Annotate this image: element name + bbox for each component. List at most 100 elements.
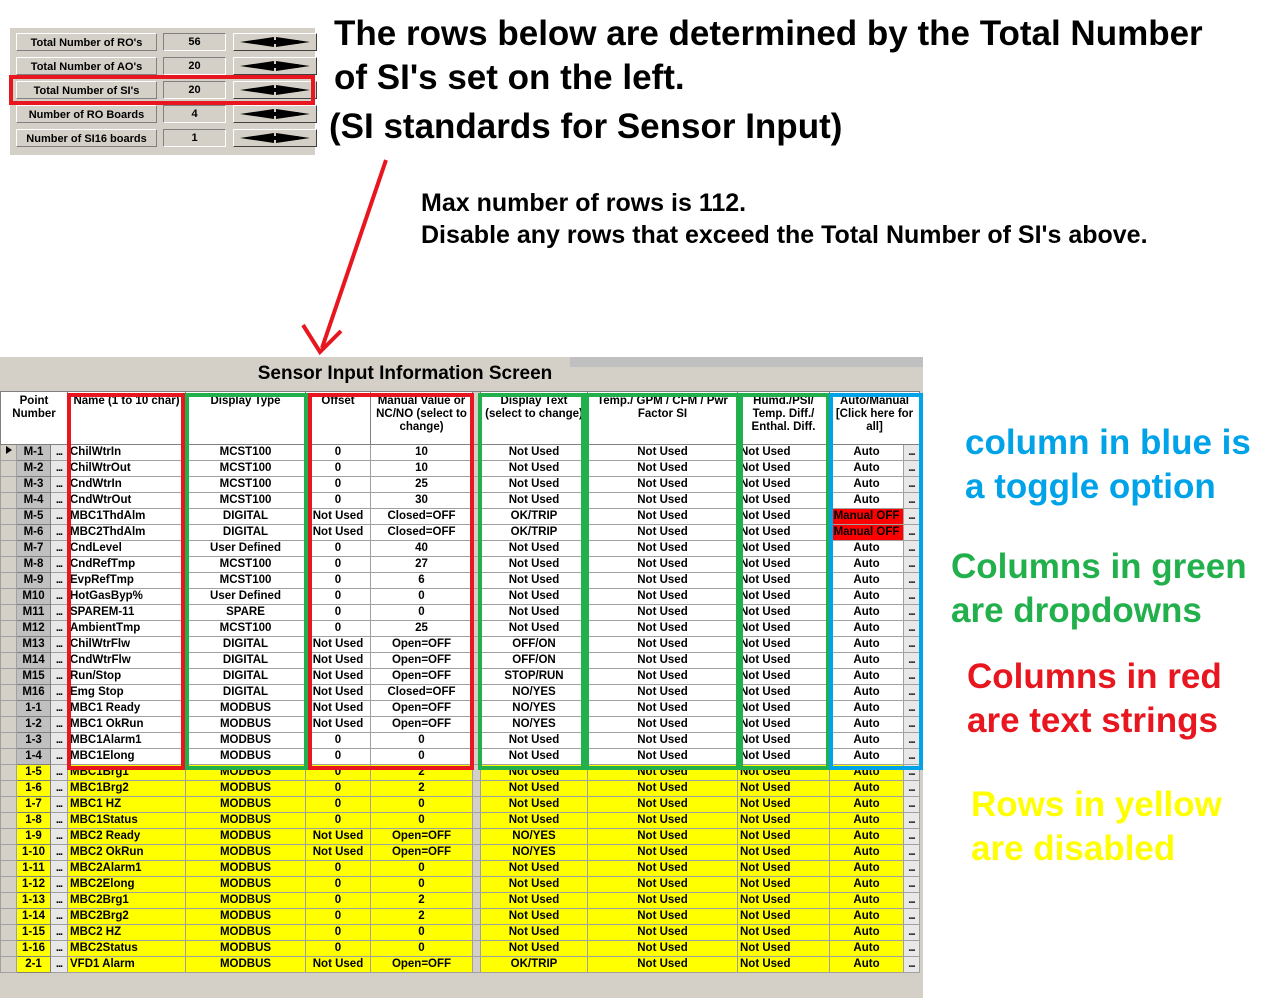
cell-display-text[interactable]: Not Used bbox=[480, 764, 588, 781]
cell-auto-manual[interactable]: Auto bbox=[829, 780, 904, 797]
cell-display-type[interactable]: User Defined bbox=[185, 540, 306, 557]
row-edit-button[interactable]: ... bbox=[50, 492, 68, 509]
table-row[interactable]: M-8... CndRefTmp MCST100 0 27 Not Used Not Use… bbox=[0, 556, 920, 573]
cell-auto-manual[interactable]: Auto bbox=[829, 764, 904, 781]
table-row[interactable]: 1-7... MBC1 HZ MODBUS 0 0 Not Used Not Used Not… bbox=[0, 796, 920, 813]
cell-name[interactable]: MBC1Brg2 bbox=[67, 780, 186, 797]
cell-name[interactable]: MBC1 HZ bbox=[67, 796, 186, 813]
row-edit-button[interactable]: ... bbox=[50, 732, 68, 749]
table-row[interactable]: M15... Run/Stop DIGITAL Not Used Open=OFF STO… bbox=[0, 668, 920, 685]
cell-manual-value[interactable]: Open=OFF bbox=[370, 716, 473, 733]
row-edit-button[interactable]: ... bbox=[50, 844, 68, 861]
cell-auto-manual[interactable]: Auto bbox=[829, 908, 904, 925]
row-edit-button[interactable]: ... bbox=[50, 620, 68, 637]
cell-offset[interactable]: Not Used bbox=[305, 716, 371, 733]
cell-display-text[interactable]: OFF/ON bbox=[480, 652, 588, 669]
cell-humd-psi[interactable]: Not Used bbox=[737, 588, 830, 605]
cell-display-type[interactable]: MODBUS bbox=[185, 828, 306, 845]
cell-name[interactable]: CndRefTmp bbox=[67, 556, 186, 573]
cell-display-type[interactable]: DIGITAL bbox=[185, 652, 306, 669]
cell-auto-manual[interactable]: Auto bbox=[829, 556, 904, 573]
cell-temp-gpm[interactable]: Not Used bbox=[587, 764, 738, 781]
auto-manual-button[interactable]: ... bbox=[903, 876, 920, 893]
cell-auto-manual[interactable]: Auto bbox=[829, 700, 904, 717]
cell-manual-value[interactable]: Open=OFF bbox=[370, 844, 473, 861]
table-row[interactable]: 1-3... MBC1Alarm1 MODBUS 0 0 Not Used Not Used… bbox=[0, 732, 920, 749]
cell-auto-manual[interactable]: Auto bbox=[829, 460, 904, 477]
cell-humd-psi[interactable]: Not Used bbox=[737, 844, 830, 861]
cell-humd-psi[interactable]: Not Used bbox=[737, 908, 830, 925]
cell-name[interactable]: CndLevel bbox=[67, 540, 186, 557]
cell-display-text[interactable]: Not Used bbox=[480, 460, 588, 477]
cell-auto-manual[interactable]: Auto bbox=[829, 684, 904, 701]
cell-offset[interactable]: Not Used bbox=[305, 508, 371, 525]
table-row[interactable]: M11... SPAREM-11 SPARE 0 0 Not Used Not Used No… bbox=[0, 604, 920, 621]
cell-humd-psi[interactable]: Not Used bbox=[737, 652, 830, 669]
cell-name[interactable]: MBC2Elong bbox=[67, 876, 186, 893]
setting-spin-control[interactable] bbox=[233, 105, 317, 123]
cell-temp-gpm[interactable]: Not Used bbox=[587, 492, 738, 509]
auto-manual-button[interactable]: ... bbox=[903, 844, 920, 861]
table-row[interactable]: 1-11... MBC2Alarm1 MODBUS 0 0 Not Used Not Use… bbox=[0, 860, 920, 877]
cell-manual-value[interactable]: 0 bbox=[370, 940, 473, 957]
cell-humd-psi[interactable]: Not Used bbox=[737, 940, 830, 957]
auto-manual-button[interactable]: ... bbox=[903, 540, 920, 557]
cell-offset[interactable]: 0 bbox=[305, 812, 371, 829]
cell-manual-value[interactable]: 0 bbox=[370, 924, 473, 941]
cell-humd-psi[interactable]: Not Used bbox=[737, 444, 830, 461]
cell-display-type[interactable]: MCST100 bbox=[185, 620, 306, 637]
cell-offset[interactable]: 0 bbox=[305, 908, 371, 925]
row-edit-button[interactable]: ... bbox=[50, 716, 68, 733]
cell-auto-manual[interactable]: Manual OFF bbox=[829, 524, 904, 541]
row-edit-button[interactable]: ... bbox=[50, 476, 68, 493]
cell-temp-gpm[interactable]: Not Used bbox=[587, 924, 738, 941]
row-edit-button[interactable]: ... bbox=[50, 748, 68, 765]
cell-temp-gpm[interactable]: Not Used bbox=[587, 844, 738, 861]
cell-name[interactable]: CndWtrOut bbox=[67, 492, 186, 509]
cell-display-text[interactable]: Not Used bbox=[480, 812, 588, 829]
cell-display-type[interactable]: MODBUS bbox=[185, 924, 306, 941]
auto-manual-button[interactable]: ... bbox=[903, 716, 920, 733]
cell-auto-manual[interactable]: Auto bbox=[829, 844, 904, 861]
cell-temp-gpm[interactable]: Not Used bbox=[587, 460, 738, 477]
cell-humd-psi[interactable]: Not Used bbox=[737, 508, 830, 525]
cell-temp-gpm[interactable]: Not Used bbox=[587, 540, 738, 557]
cell-display-text[interactable]: OFF/ON bbox=[480, 636, 588, 653]
cell-display-text[interactable]: Not Used bbox=[480, 556, 588, 573]
cell-manual-value[interactable]: 6 bbox=[370, 572, 473, 589]
cell-name[interactable]: CndWtrFlw bbox=[67, 652, 186, 669]
row-edit-button[interactable]: ... bbox=[50, 796, 68, 813]
table-row[interactable]: 1-14... MBC2Brg2 MODBUS 0 2 Not Used Not Used N… bbox=[0, 908, 920, 925]
table-row[interactable]: 1-12... MBC2Elong MODBUS 0 0 Not Used Not Used… bbox=[0, 876, 920, 893]
cell-humd-psi[interactable]: Not Used bbox=[737, 860, 830, 877]
cell-humd-psi[interactable]: Not Used bbox=[737, 604, 830, 621]
cell-name[interactable]: MBC2Brg1 bbox=[67, 892, 186, 909]
cell-temp-gpm[interactable]: Not Used bbox=[587, 476, 738, 493]
cell-manual-value[interactable]: 10 bbox=[370, 444, 473, 461]
auto-manual-button[interactable]: ... bbox=[903, 764, 920, 781]
auto-manual-button[interactable]: ... bbox=[903, 908, 920, 925]
auto-manual-button[interactable]: ... bbox=[903, 828, 920, 845]
cell-temp-gpm[interactable]: Not Used bbox=[587, 956, 738, 973]
row-edit-button[interactable]: ... bbox=[50, 684, 68, 701]
cell-name[interactable]: EvpRefTmp bbox=[67, 572, 186, 589]
cell-manual-value[interactable]: Open=OFF bbox=[370, 652, 473, 669]
auto-manual-button[interactable]: ... bbox=[903, 460, 920, 477]
cell-name[interactable]: ChilWtrOut bbox=[67, 460, 186, 477]
cell-auto-manual[interactable]: Auto bbox=[829, 940, 904, 957]
cell-name[interactable]: MBC2Alarm1 bbox=[67, 860, 186, 877]
cell-manual-value[interactable]: Open=OFF bbox=[370, 700, 473, 717]
cell-display-text[interactable]: Not Used bbox=[480, 444, 588, 461]
cell-humd-psi[interactable]: Not Used bbox=[737, 700, 830, 717]
cell-temp-gpm[interactable]: Not Used bbox=[587, 940, 738, 957]
row-edit-button[interactable]: ... bbox=[50, 764, 68, 781]
table-row[interactable]: 1-10... MBC2 OkRun MODBUS Not Used Open=OFF N… bbox=[0, 844, 920, 861]
cell-temp-gpm[interactable]: Not Used bbox=[587, 636, 738, 653]
cell-temp-gpm[interactable]: Not Used bbox=[587, 572, 738, 589]
cell-display-type[interactable]: MODBUS bbox=[185, 908, 306, 925]
cell-humd-psi[interactable]: Not Used bbox=[737, 924, 830, 941]
cell-offset[interactable]: 0 bbox=[305, 892, 371, 909]
cell-offset[interactable]: Not Used bbox=[305, 684, 371, 701]
cell-offset[interactable]: 0 bbox=[305, 924, 371, 941]
cell-display-text[interactable]: Not Used bbox=[480, 908, 588, 925]
